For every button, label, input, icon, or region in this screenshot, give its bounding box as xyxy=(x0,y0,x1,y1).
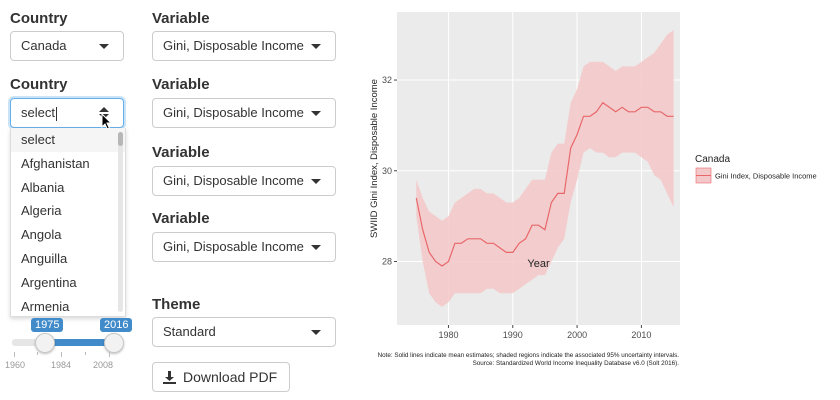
slider-selected-range xyxy=(45,339,114,346)
dropdown-option[interactable]: Angola xyxy=(21,227,62,243)
theme-label: Theme xyxy=(152,296,201,313)
variable-label-1: Variable xyxy=(152,10,210,27)
variable-select-3[interactable]: Gini, Disposable Income xyxy=(152,166,336,196)
variable-select-4-value: Gini, Disposable Income xyxy=(163,239,304,254)
slider-tick-label: 1984 xyxy=(51,360,72,370)
slider-ticks xyxy=(12,352,122,358)
chevron-down-icon xyxy=(311,245,321,250)
country-label-1: Country xyxy=(10,10,68,27)
country-select-2-input[interactable]: select xyxy=(21,105,55,120)
variable-select-1-value: Gini, Disposable Income xyxy=(163,38,304,53)
x-tick-label: 2010 xyxy=(631,330,651,340)
dropdown-option[interactable]: Algeria xyxy=(21,203,62,219)
variable-label-2: Variable xyxy=(152,76,210,93)
text-cursor xyxy=(55,106,57,121)
slider-min-handle[interactable] xyxy=(35,333,55,353)
legend-entry: Gini Index, Disposable Income xyxy=(715,172,817,181)
chart-note-line-1: Note: Solid lines indicate mean estimate… xyxy=(377,352,679,359)
y-tick-label: 30 xyxy=(382,166,392,176)
variable-label-3: Variable xyxy=(152,144,210,161)
chevron-down-icon xyxy=(99,44,109,49)
scrollbar-thumb[interactable] xyxy=(118,132,123,146)
x-tick-label: 1980 xyxy=(438,330,458,340)
dropdown-option[interactable]: Afghanistan xyxy=(21,155,90,171)
country-select-1[interactable]: Canada xyxy=(10,31,124,61)
country-label-2: Country xyxy=(10,76,68,93)
mean-line xyxy=(415,101,674,267)
x-tick-label: 2000 xyxy=(567,330,587,340)
download-icon xyxy=(163,371,176,384)
slider-tick-label: 1960 xyxy=(5,360,26,370)
chevron-up-icon xyxy=(99,107,109,112)
y-tick-label: 32 xyxy=(382,75,392,85)
dropdown-scrollbar[interactable] xyxy=(118,132,123,312)
variable-select-4[interactable]: Gini, Disposable Income xyxy=(152,232,336,262)
chevron-down-icon xyxy=(311,44,321,49)
x-axis-title: Year xyxy=(527,258,550,270)
chevron-down-icon xyxy=(311,179,321,184)
slider-max-handle[interactable] xyxy=(104,333,124,353)
dropdown-option[interactable]: Armenia xyxy=(21,298,70,314)
variable-select-1[interactable]: Gini, Disposable Income xyxy=(152,31,336,61)
legend-title: Canada xyxy=(695,154,730,165)
gini-chart: 1980 1990 2000 2010 28 30 32 Year SWIID Gini Ind… xyxy=(369,12,817,340)
variable-label-4: Variable xyxy=(152,210,210,227)
country-select-2[interactable]: select xyxy=(10,98,124,131)
chevron-down-icon xyxy=(311,330,321,335)
y-axis-title: SWIID Gini Index, Disposable Income xyxy=(369,79,380,238)
slider-max-badge: 2016 xyxy=(100,318,133,332)
download-pdf-label: Download PDF xyxy=(183,369,278,385)
y-tick-label: 28 xyxy=(382,256,392,266)
variable-select-3-value: Gini, Disposable Income xyxy=(163,173,304,188)
variable-select-2-value: Gini, Disposable Income xyxy=(163,105,304,120)
country-dropdown-list[interactable]: select Afghanistan Albania Algeria Angol… xyxy=(10,128,126,317)
dropdown-option[interactable]: select xyxy=(11,128,125,152)
uncertainty-band xyxy=(416,30,674,307)
dropdown-option[interactable]: Albania xyxy=(21,179,65,195)
dropdown-option[interactable]: Argentina xyxy=(21,274,77,290)
slider-tick-label: 2008 xyxy=(93,360,114,370)
variable-select-2[interactable]: Gini, Disposable Income xyxy=(152,98,336,128)
chevron-down-icon xyxy=(311,111,321,116)
theme-select-value: Standard xyxy=(163,324,216,339)
slider-min-badge: 1975 xyxy=(31,318,64,332)
theme-select[interactable]: Standard xyxy=(152,317,336,347)
country-select-1-value: Canada xyxy=(21,38,67,53)
chart-note-line-2: Source: Standardized World Income Inequa… xyxy=(472,360,679,367)
download-pdf-button[interactable]: Download PDF xyxy=(152,362,291,392)
x-tick-label: 1990 xyxy=(503,330,523,340)
chart-note: Note: Solid lines indicate mean estimate… xyxy=(0,352,679,368)
dropdown-option[interactable]: Anguilla xyxy=(21,250,68,266)
